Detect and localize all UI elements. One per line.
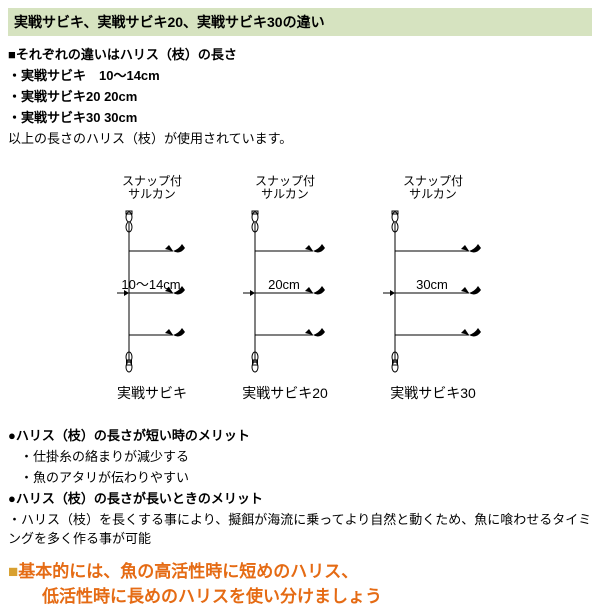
merits-block: ●ハリス（枝）の長さが短い時のメリット ・仕掛糸の絡まりが減少する ・魚のアタリ… [8,425,592,547]
rig-svg: 10～14cm [103,203,201,373]
snap-label: スナップ付サルカン [403,175,463,201]
svg-text:20cm: 20cm [268,277,300,292]
conclusion: ■基本的には、魚の高活性時に短めのハリス、 低活性時に長めのハリスを使い分けまし… [8,557,592,607]
intro-heading: ■それぞれの違いはハリス（枝）の長さ [8,44,592,63]
conclusion-line2: 低活性時に長めのハリスを使い分けましょう [8,587,382,606]
merit-short-title: ●ハリス（枝）の長さが短い時のメリット [8,425,592,444]
intro-line: 以上の長さのハリス（枝）が使用されています。 [8,128,592,147]
rig-name: 実戦サビキ20 [242,383,328,403]
conclusion-marker: ■ [8,562,18,581]
svg-text:30cm: 30cm [416,277,448,292]
merit-long-title: ●ハリス（枝）の長さが長いときのメリット [8,488,592,507]
conclusion-line1: 基本的には、魚の高活性時に短めのハリス、 [18,562,358,581]
intro-line: ・実戦サビキ30 30cm [8,107,592,126]
intro-block: ■それぞれの違いはハリス（枝）の長さ ・実戦サビキ 10～14cm ・実戦サビキ… [8,44,592,147]
merit-short-item: ・仕掛糸の絡まりが減少する [8,446,592,465]
rig-svg: 20cm [229,203,341,373]
svg-text:10～14cm: 10～14cm [121,277,180,292]
rig-name: 実戦サビキ30 [390,383,476,403]
title-banner: 実戦サビキ、実戦サビキ20、実戦サビキ30の違い [8,8,592,36]
intro-line: ・実戦サビキ 10～14cm [8,65,592,84]
rig-svg: 30cm [369,203,497,373]
snap-label: スナップ付サルカン [255,175,315,201]
rig: スナップ付サルカン 20cm 実戦サビキ20 [229,175,341,403]
rig-name: 実戦サビキ [117,383,187,403]
merit-short-item: ・魚のアタリが伝わりやすい [8,467,592,486]
snap-label: スナップ付サルカン [122,175,182,201]
rig-diagrams: スナップ付サルカン 10～14cm 実戦サビキ スナップ付サルカン [8,175,592,403]
merit-long-item: ・ハリス（枝）を長くする事により、擬餌が海流に乗ってより自然と動くため、魚に喰わ… [8,509,592,547]
intro-line: ・実戦サビキ20 20cm [8,86,592,105]
rig: スナップ付サルカン 10～14cm 実戦サビキ [103,175,201,403]
rig: スナップ付サルカン 30cm 実戦サビキ30 [369,175,497,403]
